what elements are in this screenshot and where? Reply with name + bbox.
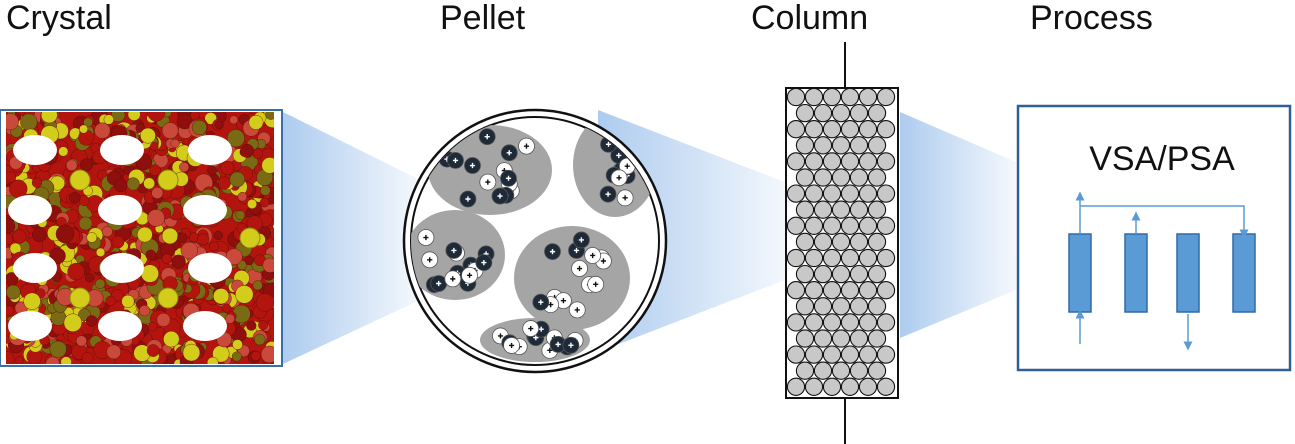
psa-schematic-icon [1068, 191, 1256, 351]
process-panel: VSA/PSA [1016, 104, 1292, 372]
pellet-cross-section-icon [411, 117, 657, 362]
packed-bed-icon [786, 87, 896, 396]
pellet-panel [402, 108, 668, 374]
beam-column-to-process [900, 112, 1016, 338]
column-panel [785, 42, 899, 444]
process-label: VSA/PSA [1089, 140, 1235, 178]
zeolite-lattice-icon [6, 112, 274, 364]
process-title: Process [1030, 0, 1153, 37]
crystal-panel [0, 109, 283, 367]
column-title: Column [751, 0, 869, 37]
beam-crystal-to-pellet [283, 112, 420, 364]
crystal-title: Crystal [6, 0, 112, 37]
pellet-title: Pellet [440, 0, 526, 37]
